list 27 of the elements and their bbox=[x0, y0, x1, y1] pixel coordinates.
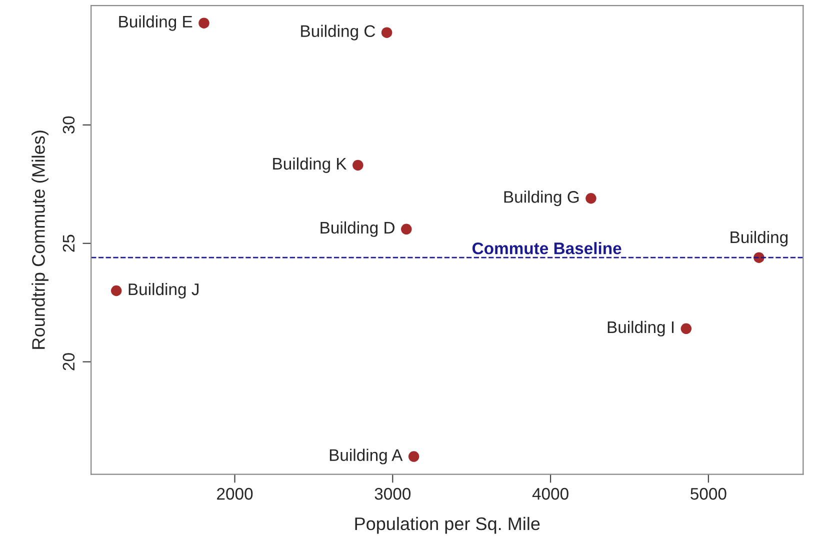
annotation: Building A bbox=[330, 448, 403, 464]
annotation: Building D bbox=[320, 221, 394, 237]
y-tick-label: 25 bbox=[62, 234, 75, 252]
point bbox=[198, 18, 210, 28]
y-axis-title: Roundtrip Commute (Miles) bbox=[32, 130, 48, 349]
annotation: Building J bbox=[128, 282, 198, 299]
x-tick-label: 5000 bbox=[690, 488, 726, 500]
x-tick-label: 4000 bbox=[532, 488, 568, 500]
point bbox=[586, 192, 596, 204]
annotation: Building I bbox=[608, 320, 674, 336]
point bbox=[401, 224, 412, 235]
annotation: Building K bbox=[273, 157, 347, 173]
point bbox=[110, 285, 122, 296]
y-tick-label: 20 bbox=[62, 353, 75, 370]
point bbox=[352, 160, 364, 171]
point bbox=[381, 27, 392, 38]
x-axis-title: Population per Sq. Mile bbox=[355, 516, 540, 534]
annotation: Building E bbox=[119, 15, 192, 31]
x-tick-label: 2000 bbox=[217, 488, 253, 500]
point bbox=[408, 451, 420, 462]
annotation: Building C bbox=[301, 24, 376, 40]
x-tick-label: 3000 bbox=[374, 488, 411, 500]
y-tick-label: 30 bbox=[62, 116, 75, 134]
annotation: Building G bbox=[504, 190, 579, 206]
ref-line-label: Commute Baseline bbox=[472, 242, 622, 254]
annotation: Building bbox=[730, 230, 788, 246]
point bbox=[680, 323, 692, 334]
